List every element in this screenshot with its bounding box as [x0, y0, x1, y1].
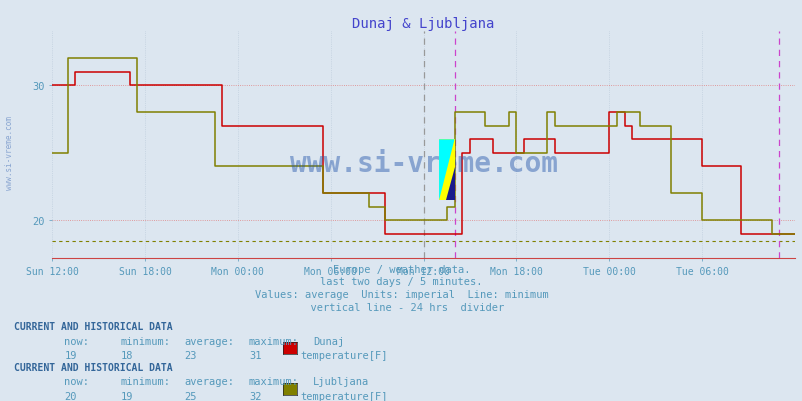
Text: temperature[F]: temperature[F] — [300, 391, 387, 401]
Text: temperature[F]: temperature[F] — [300, 350, 387, 360]
Text: Dunaj: Dunaj — [313, 336, 344, 346]
Text: www.si-vreme.com: www.si-vreme.com — [5, 115, 14, 189]
Text: vertical line - 24 hrs  divider: vertical line - 24 hrs divider — [298, 302, 504, 312]
Text: 23: 23 — [184, 350, 197, 360]
Text: 31: 31 — [249, 350, 261, 360]
Title: Dunaj & Ljubljana: Dunaj & Ljubljana — [352, 17, 494, 31]
Text: maximum:: maximum: — [249, 376, 298, 386]
Polygon shape — [439, 140, 454, 200]
Text: now:: now: — [64, 376, 89, 386]
Text: CURRENT AND HISTORICAL DATA: CURRENT AND HISTORICAL DATA — [14, 362, 173, 372]
Text: now:: now: — [64, 336, 89, 346]
Text: 18: 18 — [120, 350, 133, 360]
Text: Ljubljana: Ljubljana — [313, 376, 369, 386]
Text: Values: average  Units: imperial  Line: minimum: Values: average Units: imperial Line: mi… — [254, 290, 548, 300]
Text: 19: 19 — [120, 391, 133, 401]
Text: minimum:: minimum: — [120, 376, 170, 386]
Text: 32: 32 — [249, 391, 261, 401]
Text: minimum:: minimum: — [120, 336, 170, 346]
Polygon shape — [445, 167, 454, 200]
Text: 19: 19 — [64, 350, 77, 360]
Text: maximum:: maximum: — [249, 336, 298, 346]
Text: average:: average: — [184, 376, 234, 386]
Text: 20: 20 — [64, 391, 77, 401]
Text: CURRENT AND HISTORICAL DATA: CURRENT AND HISTORICAL DATA — [14, 321, 173, 331]
Text: average:: average: — [184, 336, 234, 346]
Text: 25: 25 — [184, 391, 197, 401]
Bar — [439, 140, 454, 200]
Text: Europe / weather data.: Europe / weather data. — [332, 264, 470, 274]
Text: last two days / 5 minutes.: last two days / 5 minutes. — [320, 277, 482, 287]
Text: www.si-vreme.com: www.si-vreme.com — [290, 150, 557, 178]
